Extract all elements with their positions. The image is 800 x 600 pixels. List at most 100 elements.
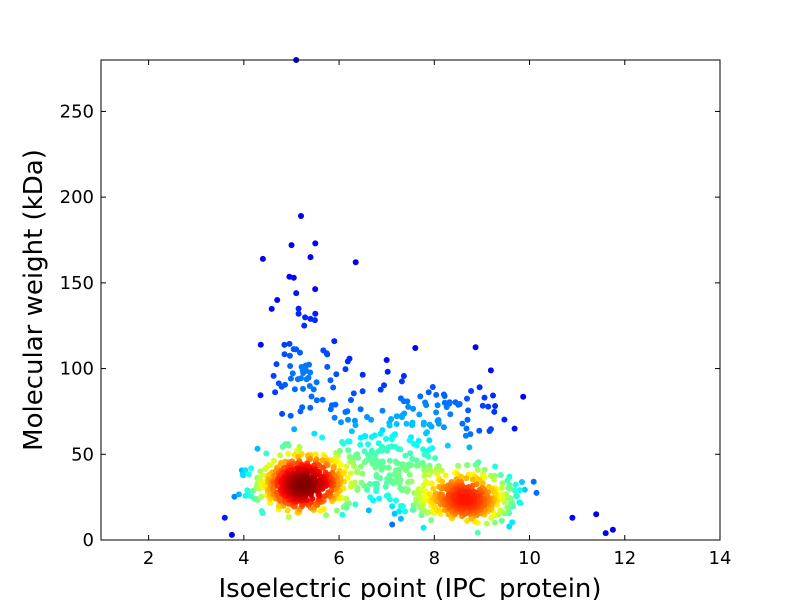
- data-point: [468, 388, 475, 394]
- data-point: [398, 414, 405, 421]
- data-point: [447, 411, 454, 418]
- data-point: [487, 472, 494, 479]
- data-point: [521, 486, 528, 493]
- data-point: [386, 472, 393, 479]
- data-point: [245, 488, 252, 495]
- data-point: [310, 386, 317, 393]
- data-point: [487, 367, 494, 374]
- data-point: [393, 421, 400, 427]
- data-point: [270, 457, 277, 464]
- data-point: [504, 504, 511, 511]
- data-point: [442, 472, 449, 479]
- data-point: [388, 436, 395, 443]
- data-point: [235, 491, 242, 498]
- y-tick-label: 100: [60, 359, 94, 380]
- data-point: [499, 485, 505, 491]
- data-point: [366, 481, 373, 487]
- data-point: [359, 470, 366, 477]
- data-point: [479, 480, 486, 487]
- data-point: [308, 393, 315, 400]
- data-point: [413, 442, 420, 449]
- data-point: [428, 423, 435, 430]
- data-point: [463, 475, 470, 482]
- data-point: [331, 414, 338, 421]
- data-point: [327, 377, 334, 384]
- data-point: [455, 401, 462, 408]
- data-point: [425, 389, 432, 396]
- data-point: [569, 514, 576, 521]
- data-point: [288, 242, 295, 249]
- data-point: [352, 422, 359, 429]
- data-point: [342, 366, 349, 373]
- data-point: [267, 462, 274, 469]
- data-point: [389, 521, 396, 528]
- data-point: [358, 479, 365, 486]
- data-point: [420, 421, 427, 428]
- data-point: [497, 507, 504, 514]
- data-point: [276, 502, 282, 509]
- data-point: [254, 445, 261, 452]
- data-point: [375, 448, 382, 455]
- data-point: [379, 407, 386, 414]
- y-tick-label: 250: [60, 101, 94, 122]
- data-point: [361, 459, 368, 466]
- data-point: [533, 489, 540, 496]
- data-point: [504, 477, 511, 484]
- data-point: [257, 392, 264, 399]
- data-point: [301, 322, 308, 329]
- x-tick-label: 12: [613, 548, 636, 569]
- data-point: [426, 471, 433, 478]
- data-point: [259, 255, 266, 262]
- data-point: [516, 487, 523, 494]
- data-point: [312, 310, 319, 317]
- data-point: [425, 453, 432, 460]
- data-point: [413, 462, 420, 469]
- data-point: [435, 420, 442, 427]
- data-point: [383, 357, 390, 363]
- data-point: [403, 420, 410, 427]
- data-point: [333, 371, 340, 378]
- data-point: [400, 373, 407, 379]
- data-point: [417, 393, 424, 400]
- data-point: [488, 514, 495, 521]
- data-point: [441, 393, 448, 399]
- data-point: [491, 476, 498, 483]
- data-point: [351, 463, 357, 469]
- data-point: [306, 383, 313, 389]
- data-point: [287, 363, 294, 369]
- data-point: [406, 437, 413, 444]
- data-point: [273, 361, 280, 368]
- data-point: [291, 426, 298, 433]
- data-point: [384, 368, 391, 375]
- data-point: [330, 384, 337, 391]
- data-point: [398, 378, 405, 385]
- data-point: [428, 480, 435, 487]
- data-point: [291, 386, 298, 393]
- data-point: [365, 507, 372, 514]
- data-point: [435, 507, 442, 514]
- data-point: [371, 481, 378, 487]
- data-point: [469, 476, 476, 483]
- data-point: [499, 480, 506, 487]
- data-point: [519, 479, 525, 485]
- data-point: [426, 437, 433, 444]
- data-point: [609, 526, 616, 533]
- data-point: [373, 472, 380, 478]
- data-point: [319, 457, 326, 464]
- data-point: [312, 240, 319, 247]
- data-point: [479, 402, 486, 409]
- data-point: [490, 392, 496, 399]
- data-point: [311, 430, 318, 437]
- data-point: [284, 507, 291, 514]
- data-point: [461, 495, 467, 502]
- data-point: [397, 515, 404, 522]
- data-points: [221, 57, 616, 538]
- data-point: [433, 391, 440, 398]
- data-point: [377, 386, 384, 393]
- data-point: [298, 375, 304, 382]
- data-point: [357, 441, 364, 448]
- data-point: [434, 402, 441, 409]
- data-point: [386, 422, 393, 429]
- data-point: [463, 425, 470, 432]
